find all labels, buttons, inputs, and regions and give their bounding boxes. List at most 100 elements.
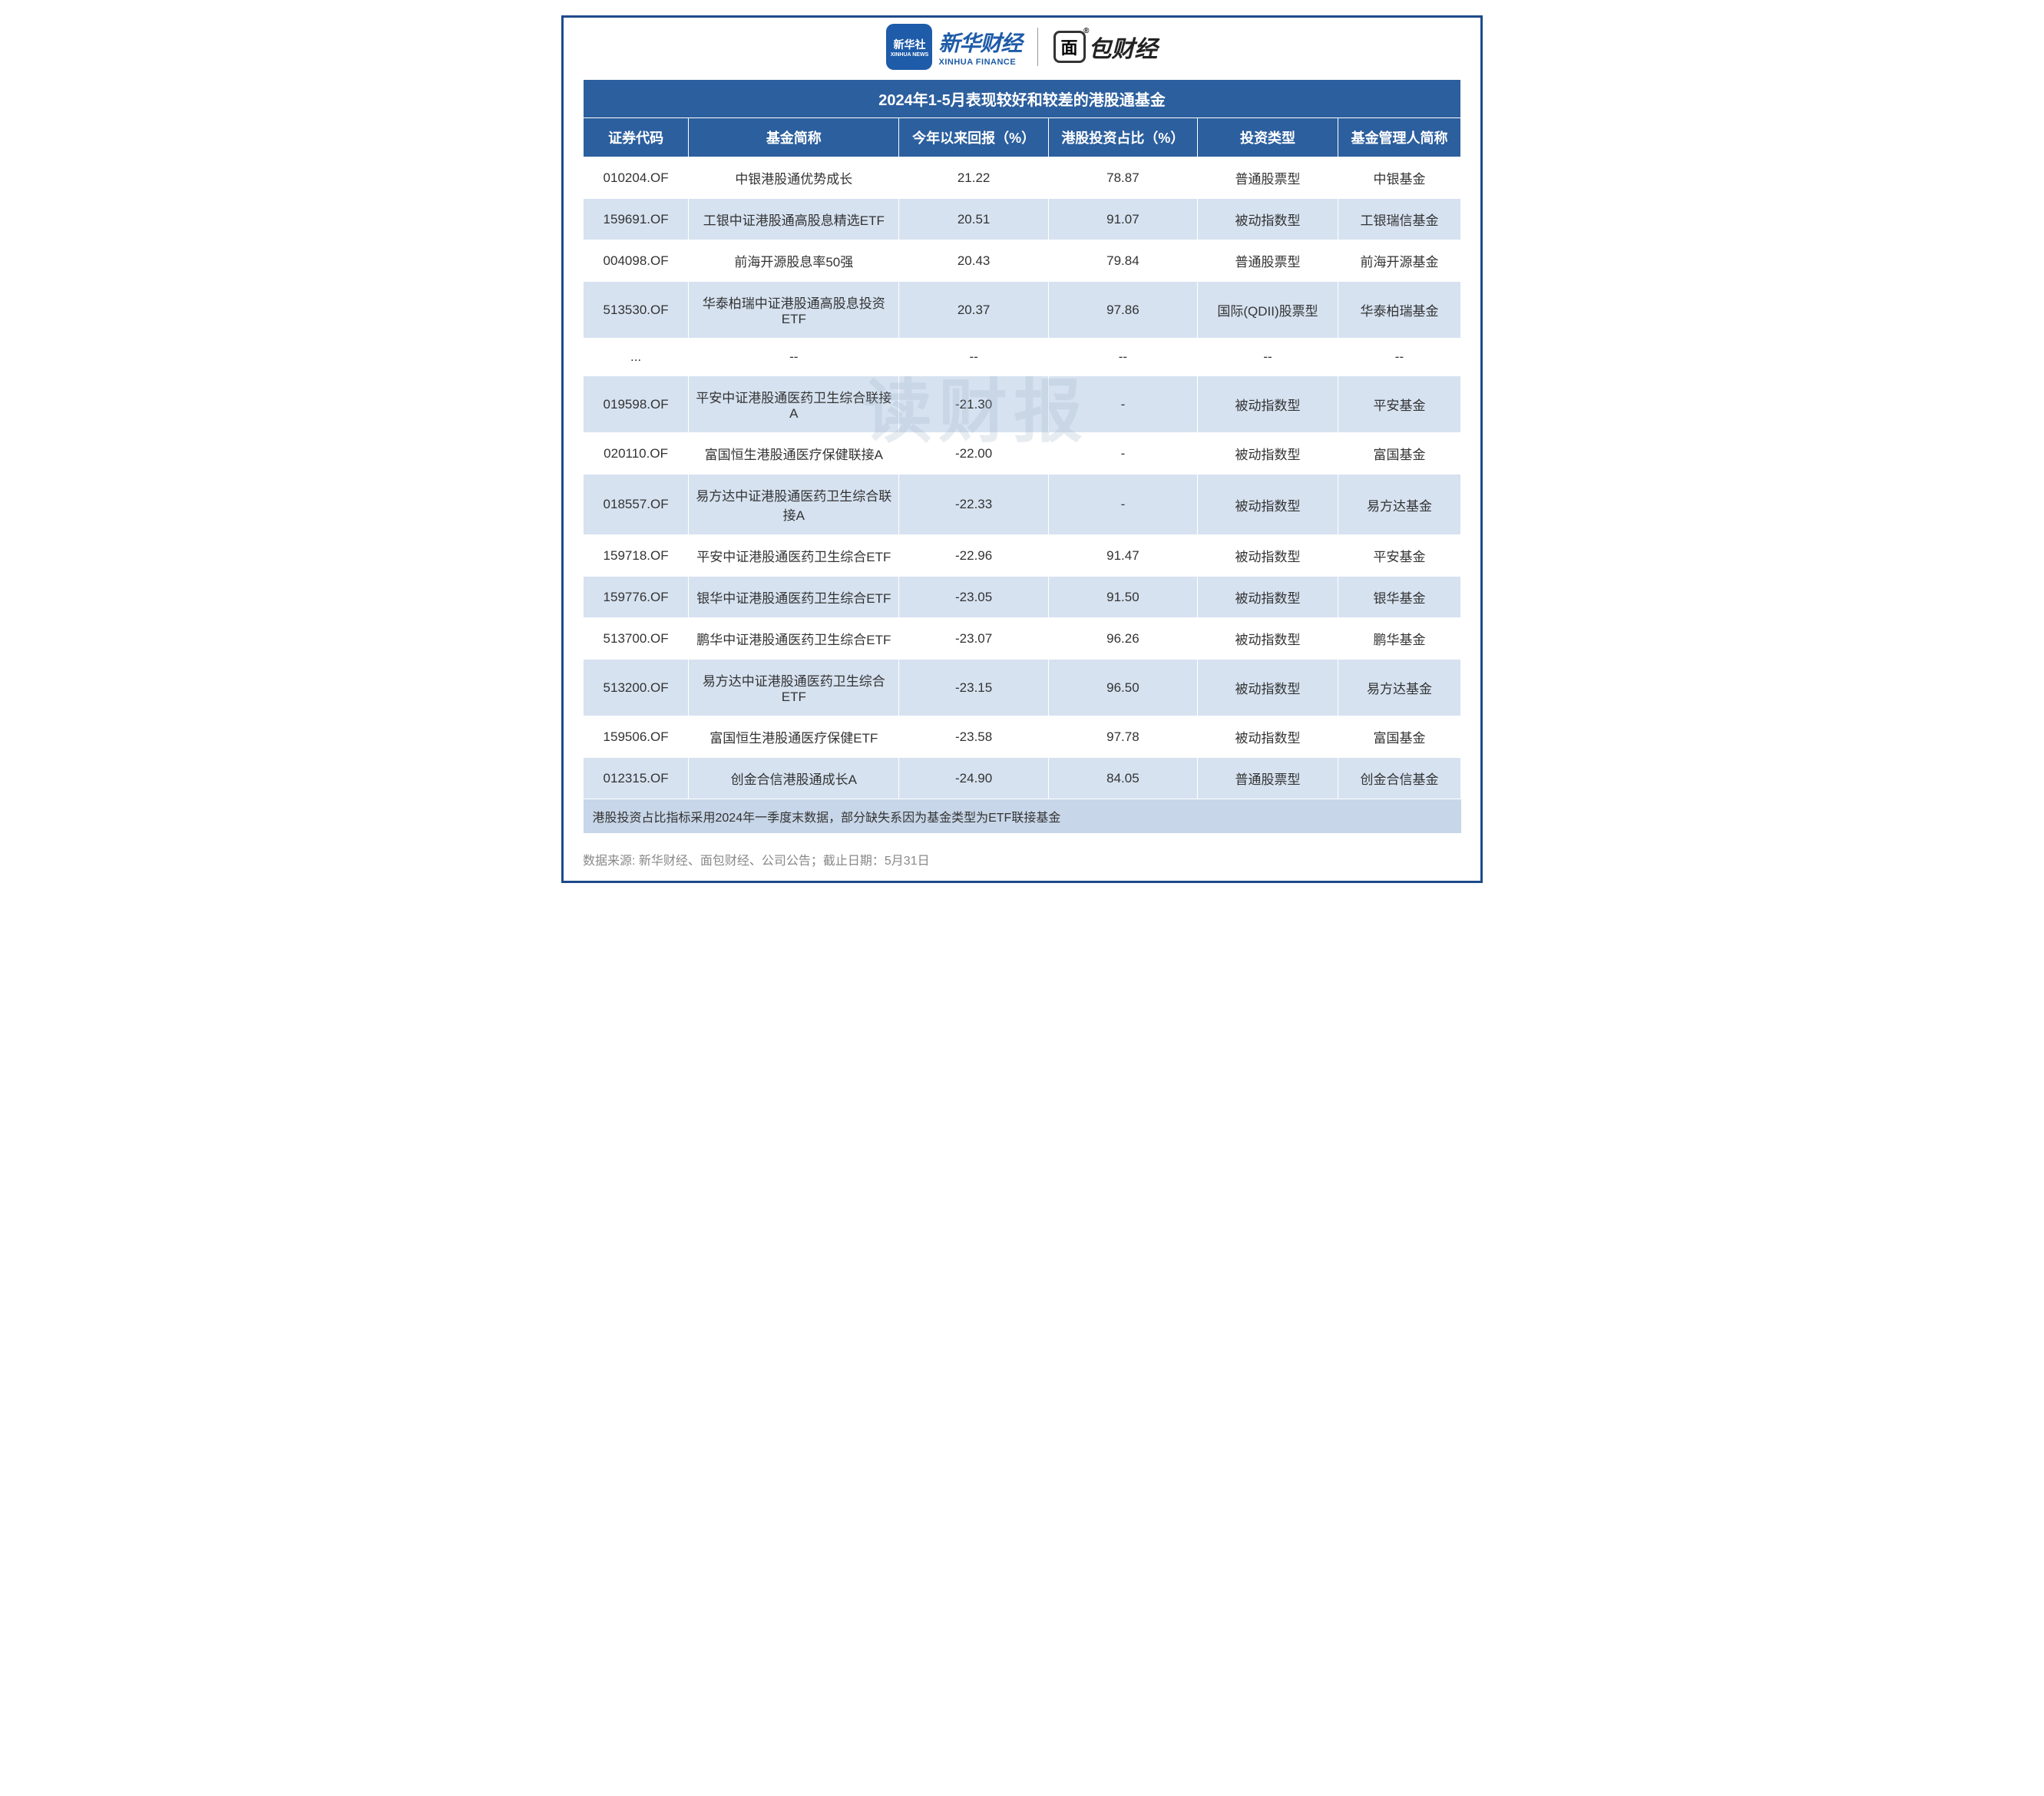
xinhua-en: XINHUA FINANCE [938, 58, 1021, 67]
table-title: 2024年1-5月表现较好和较差的港股通基金 [584, 80, 1461, 118]
mianbao-icon: 面 ® [1053, 31, 1086, 63]
table-cell: 79.84 [1048, 240, 1197, 282]
header-row: 证券代码 基金简称 今年以来回报（%） 港股投资占比（%） 投资类型 基金管理人… [584, 118, 1461, 157]
table-row: 513530.OF华泰柏瑞中证港股通高股息投资ETF20.3797.86国际(Q… [584, 282, 1461, 339]
table-cell: -24.90 [899, 758, 1048, 799]
table-cell: 97.78 [1048, 716, 1197, 758]
xinhua-text: 新华财经 XINHUA FINANCE [938, 27, 1021, 67]
table-cell: 78.87 [1048, 157, 1197, 199]
table-cell: 20.37 [899, 282, 1048, 339]
xinhua-badge-cn: 新华社 [893, 37, 925, 52]
note-row: 港股投资占比指标采用2024年一季度末数据，部分缺失系因为基金类型为ETF联接基… [584, 799, 1461, 834]
registered-icon: ® [1083, 27, 1089, 35]
table-cell: 20.51 [899, 199, 1048, 240]
table-cell: 易方达中证港股通医药卫生综合联接A [689, 475, 899, 535]
xinhua-logo: 新华社 XINHUA NEWS 新华财经 XINHUA FINANCE [886, 24, 1021, 70]
table-cell: 平安中证港股通医药卫生综合ETF [689, 535, 899, 577]
table-row: 004098.OF前海开源股息率50强20.4379.84普通股票型前海开源基金 [584, 240, 1461, 282]
table-cell: -23.07 [899, 618, 1048, 660]
table-cell: 010204.OF [584, 157, 689, 199]
mianbao-text: 包财经 [1089, 30, 1158, 64]
col-code: 证券代码 [584, 118, 689, 157]
table-cell: -23.05 [899, 577, 1048, 618]
fund-table: 2024年1-5月表现较好和较差的港股通基金 证券代码 基金简称 今年以来回报（… [583, 79, 1461, 833]
table-row: 020110.OF富国恒生港股通医疗保健联接A-22.00-被动指数型富国基金 [584, 433, 1461, 475]
table-cell: 中银基金 [1338, 157, 1460, 199]
table-head: 2024年1-5月表现较好和较差的港股通基金 证券代码 基金简称 今年以来回报（… [584, 80, 1461, 157]
table-cell: 018557.OF [584, 475, 689, 535]
table-cell: 普通股票型 [1198, 758, 1338, 799]
logo-divider [1037, 28, 1038, 66]
mianbao-logo: 面 ® 包财经 [1053, 30, 1158, 64]
table-cell: - [1048, 376, 1197, 433]
xinhua-cn: 新华财经 [938, 27, 1021, 58]
table-row: ...---------- [584, 339, 1461, 376]
table-cell: 华泰柏瑞中证港股通高股息投资ETF [689, 282, 899, 339]
table-cell: 富国恒生港股通医疗保健联接A [689, 433, 899, 475]
table-cell: 被动指数型 [1198, 618, 1338, 660]
table-cell: 富国基金 [1338, 433, 1460, 475]
table-cell: -- [1338, 339, 1460, 376]
xinhua-badge-icon: 新华社 XINHUA NEWS [886, 24, 932, 70]
report-container: 新华社 XINHUA NEWS 新华财经 XINHUA FINANCE 面 ® … [561, 15, 1483, 883]
table-cell: 被动指数型 [1198, 376, 1338, 433]
table-row: 159776.OF银华中证港股通医药卫生综合ETF-23.0591.50被动指数… [584, 577, 1461, 618]
table-cell: 004098.OF [584, 240, 689, 282]
table-body: 010204.OF中银港股通优势成长21.2278.87普通股票型中银基金159… [584, 157, 1461, 799]
xinhua-badge-en: XINHUA NEWS [891, 52, 929, 58]
table-cell: -- [689, 339, 899, 376]
col-type: 投资类型 [1198, 118, 1338, 157]
table-cell: 普通股票型 [1198, 240, 1338, 282]
table-cell: 84.05 [1048, 758, 1197, 799]
table-cell: 96.26 [1048, 618, 1197, 660]
table-cell: 易方达基金 [1338, 660, 1460, 716]
table-cell: 91.07 [1048, 199, 1197, 240]
table-cell: 华泰柏瑞基金 [1338, 282, 1460, 339]
table-cell: 97.86 [1048, 282, 1197, 339]
table-cell: 159718.OF [584, 535, 689, 577]
table-cell: 被动指数型 [1198, 660, 1338, 716]
table-cell: -22.96 [899, 535, 1048, 577]
table-row: 513200.OF易方达中证港股通医药卫生综合ETF-23.1596.50被动指… [584, 660, 1461, 716]
table-wrap: 2024年1-5月表现较好和较差的港股通基金 证券代码 基金简称 今年以来回报（… [564, 79, 1480, 841]
table-row: 010204.OF中银港股通优势成长21.2278.87普通股票型中银基金 [584, 157, 1461, 199]
table-cell: 21.22 [899, 157, 1048, 199]
table-cell: 被动指数型 [1198, 577, 1338, 618]
table-row: 159506.OF富国恒生港股通医疗保健ETF-23.5897.78被动指数型富… [584, 716, 1461, 758]
table-cell: 被动指数型 [1198, 433, 1338, 475]
table-cell: 银华中证港股通医药卫生综合ETF [689, 577, 899, 618]
table-cell: 513200.OF [584, 660, 689, 716]
table-cell: 被动指数型 [1198, 535, 1338, 577]
table-row: 019598.OF平安中证港股通医药卫生综合联接A-21.30-被动指数型平安基… [584, 376, 1461, 433]
table-cell: 易方达基金 [1338, 475, 1460, 535]
table-cell: 工银瑞信基金 [1338, 199, 1460, 240]
table-cell: 鹏华基金 [1338, 618, 1460, 660]
table-cell: 前海开源股息率50强 [689, 240, 899, 282]
table-row: 513700.OF鹏华中证港股通医药卫生综合ETF-23.0796.26被动指数… [584, 618, 1461, 660]
table-cell: 富国恒生港股通医疗保健ETF [689, 716, 899, 758]
table-cell: 创金合信基金 [1338, 758, 1460, 799]
table-cell: ... [584, 339, 689, 376]
table-cell: -21.30 [899, 376, 1048, 433]
table-cell: 159691.OF [584, 199, 689, 240]
table-cell: - [1048, 433, 1197, 475]
table-cell: 平安基金 [1338, 376, 1460, 433]
table-cell: 20.43 [899, 240, 1048, 282]
table-cell: 普通股票型 [1198, 157, 1338, 199]
table-cell: -- [1048, 339, 1197, 376]
table-row: 159718.OF平安中证港股通医药卫生综合ETF-22.9691.47被动指数… [584, 535, 1461, 577]
col-return: 今年以来回报（%） [899, 118, 1048, 157]
table-cell: 富国基金 [1338, 716, 1460, 758]
table-cell: 91.47 [1048, 535, 1197, 577]
table-cell: 中银港股通优势成长 [689, 157, 899, 199]
table-cell: 鹏华中证港股通医药卫生综合ETF [689, 618, 899, 660]
table-cell: 被动指数型 [1198, 475, 1338, 535]
table-cell: 平安基金 [1338, 535, 1460, 577]
table-cell: -23.15 [899, 660, 1048, 716]
col-manager: 基金管理人简称 [1338, 118, 1460, 157]
title-row: 2024年1-5月表现较好和较差的港股通基金 [584, 80, 1461, 118]
table-cell: 银华基金 [1338, 577, 1460, 618]
table-cell: 创金合信港股通成长A [689, 758, 899, 799]
table-cell: 被动指数型 [1198, 199, 1338, 240]
table-row: 159691.OF工银中证港股通高股息精选ETF20.5191.07被动指数型工… [584, 199, 1461, 240]
